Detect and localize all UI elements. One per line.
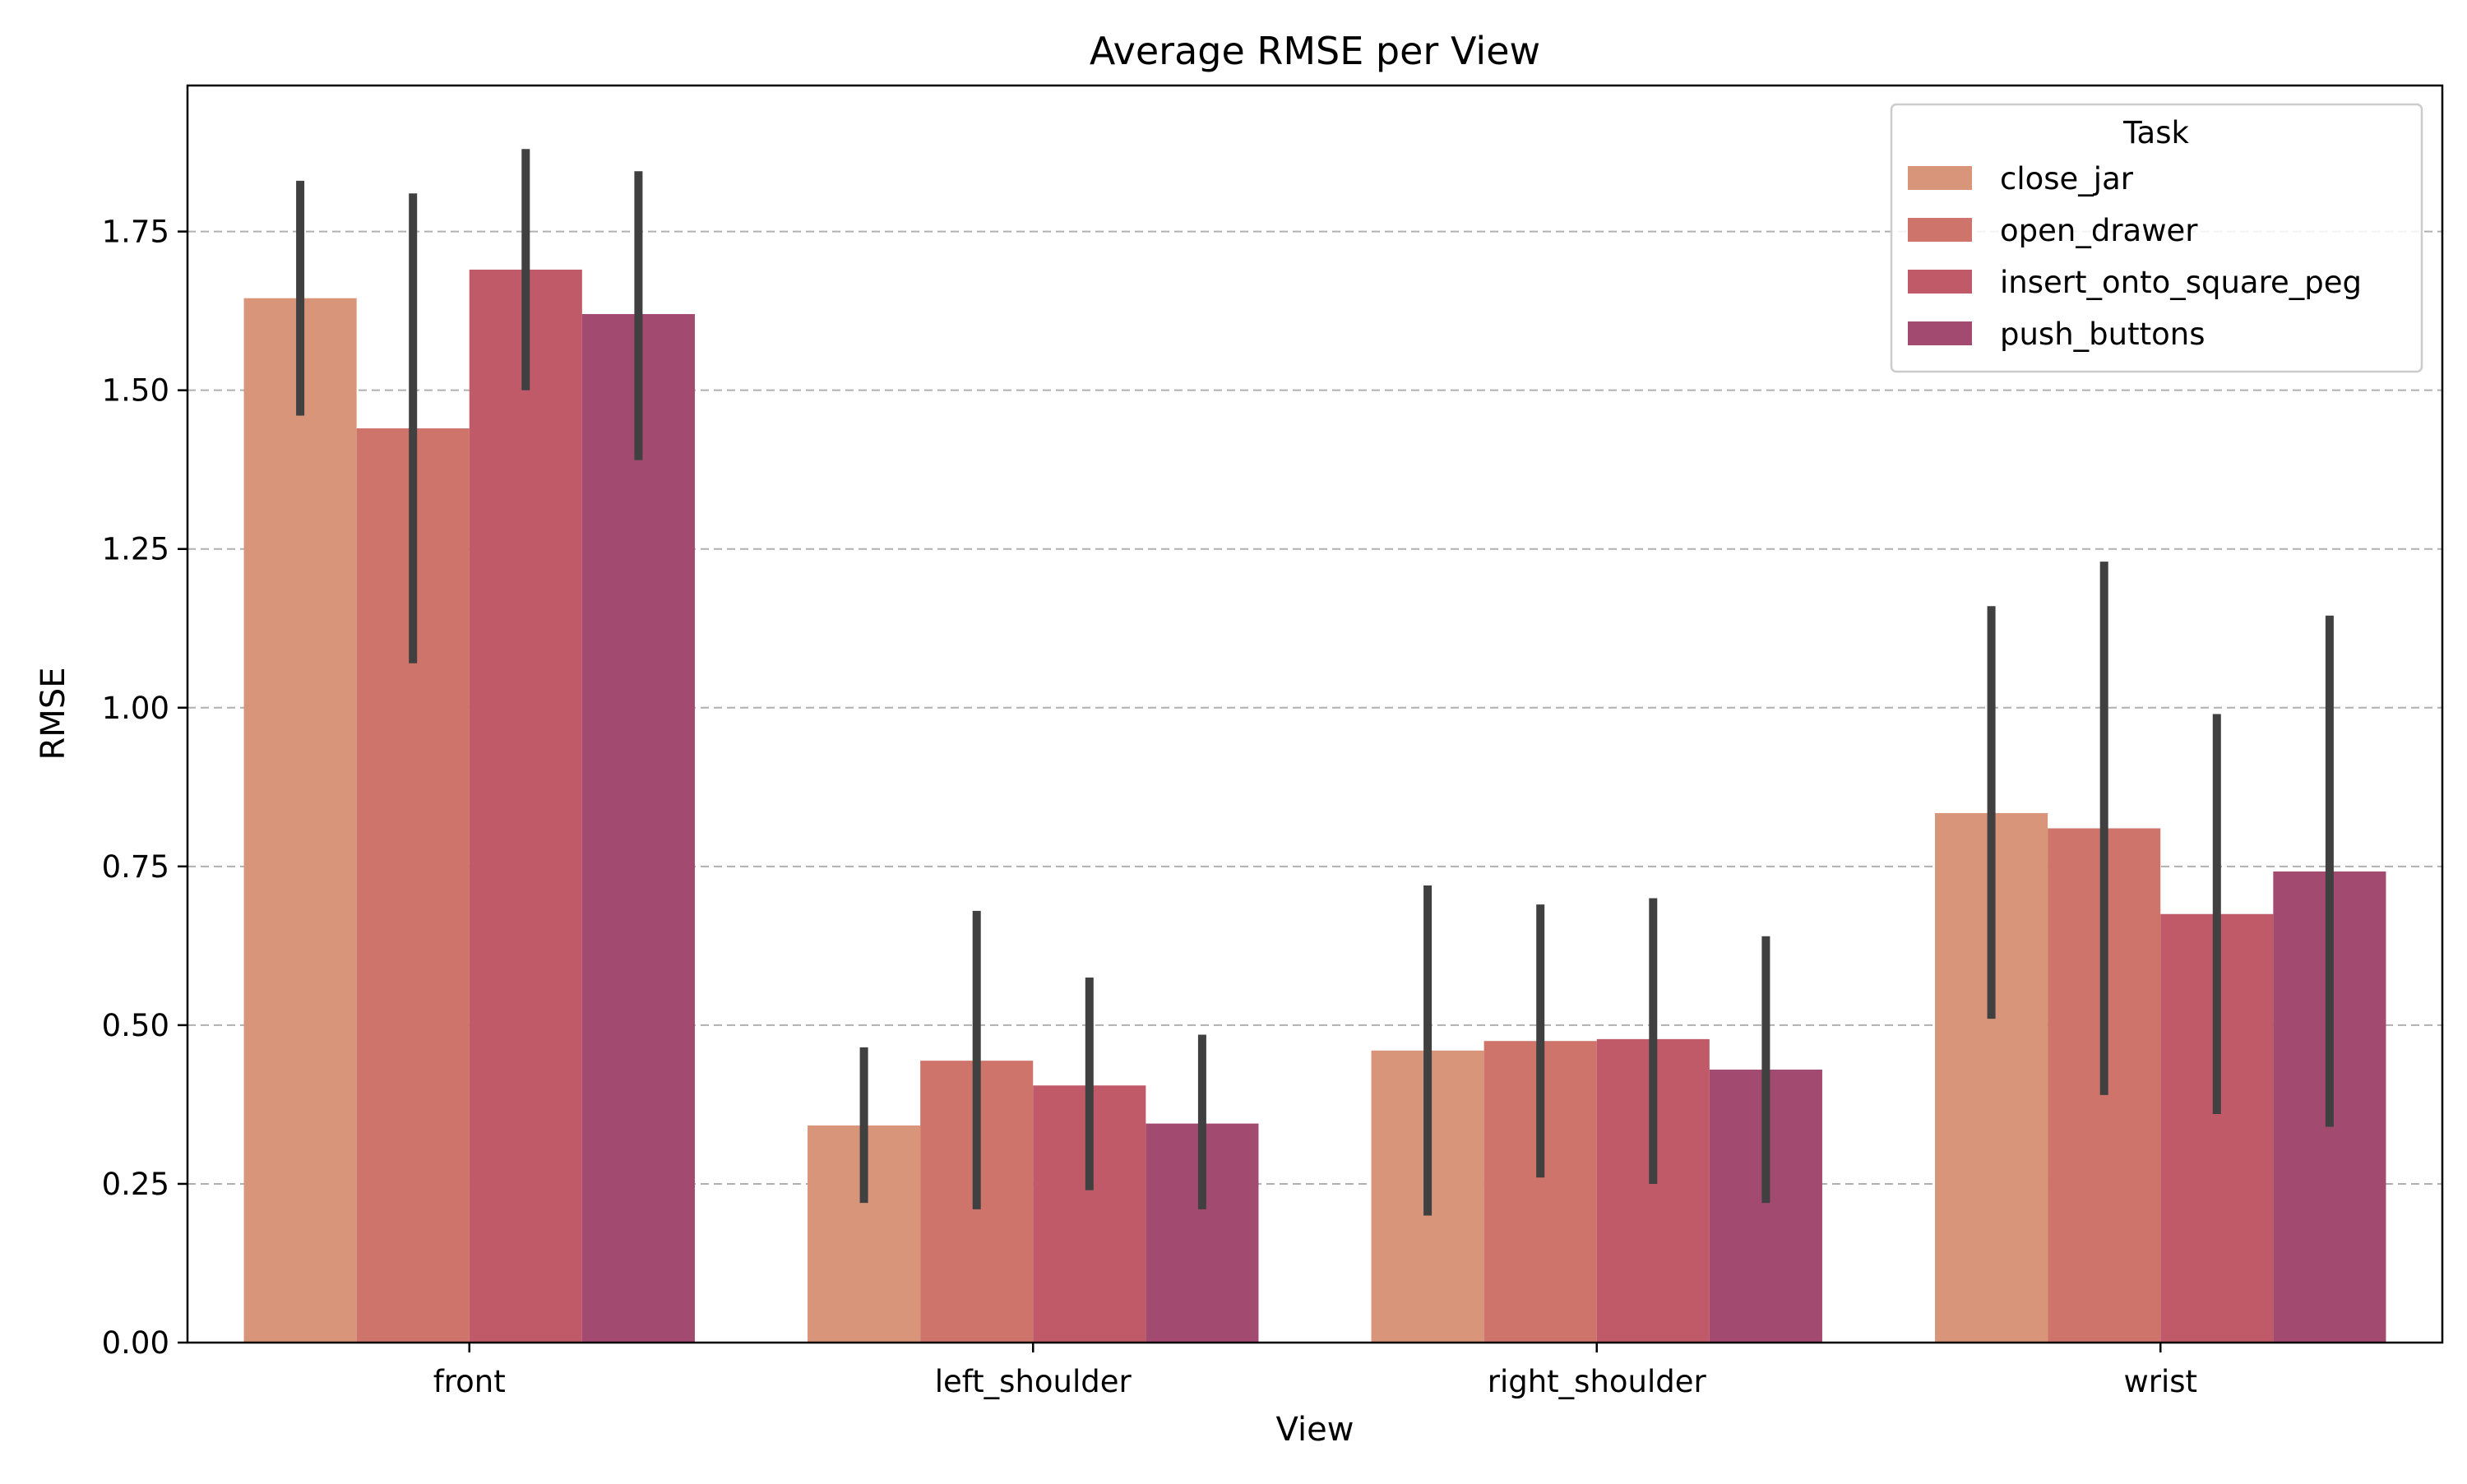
y-tick-label: 0.75 bbox=[102, 849, 169, 885]
y-tick-label: 0.50 bbox=[102, 1008, 169, 1043]
bar-push_buttons-front bbox=[581, 314, 695, 1343]
y-tick-label: 1.75 bbox=[102, 215, 169, 250]
y-tick-label: 0.00 bbox=[102, 1325, 169, 1361]
y-tick-label: 0.25 bbox=[102, 1167, 169, 1202]
legend-label-close_jar: close_jar bbox=[2000, 161, 2134, 196]
x-tick-label-wrist: wrist bbox=[2123, 1364, 2197, 1399]
x-tick-label-front: front bbox=[433, 1364, 506, 1399]
legend-label-open_drawer: open_drawer bbox=[2000, 213, 2198, 248]
x-tick-label-left_shoulder: left_shoulder bbox=[935, 1364, 1132, 1399]
x-tick-label-right_shoulder: right_shoulder bbox=[1488, 1364, 1707, 1399]
legend-label-push_buttons: push_buttons bbox=[2000, 317, 2205, 352]
bar-insert_onto_square_peg-front bbox=[469, 269, 582, 1343]
legend-title: Task bbox=[2122, 115, 2189, 150]
legend: Task close_jar open_drawer insert_onto_squ… bbox=[1890, 103, 2423, 373]
plot-frame bbox=[186, 84, 2444, 1344]
y-tick-label: 1.00 bbox=[102, 691, 169, 726]
bar-close_jar-front bbox=[243, 298, 357, 1343]
chart-title: Average RMSE per View bbox=[1090, 29, 1540, 73]
bars bbox=[243, 269, 2386, 1343]
legend-swatch-close_jar bbox=[1908, 166, 1972, 190]
error-bars bbox=[296, 149, 2334, 1216]
x-axis-label: View bbox=[1276, 1411, 1354, 1449]
y-tick-label: 1.25 bbox=[102, 532, 169, 567]
legend-swatch-push_buttons bbox=[1908, 321, 1972, 345]
legend-box bbox=[1890, 103, 2423, 373]
y-tick-label: 1.50 bbox=[102, 373, 169, 409]
legend-label-insert_onto_square_peg: insert_onto_square_peg bbox=[2000, 265, 2362, 300]
x-axis: front left_shoulder right_shoulder wrist bbox=[433, 1343, 2197, 1399]
legend-swatch-open_drawer bbox=[1908, 218, 1972, 242]
y-axis-label: RMSE bbox=[35, 668, 72, 760]
legend-swatch-insert_onto_square_peg bbox=[1908, 270, 1972, 294]
y-axis: 0.00 0.25 0.50 0.75 1.00 1.25 1.50 1.75 bbox=[102, 215, 187, 1361]
